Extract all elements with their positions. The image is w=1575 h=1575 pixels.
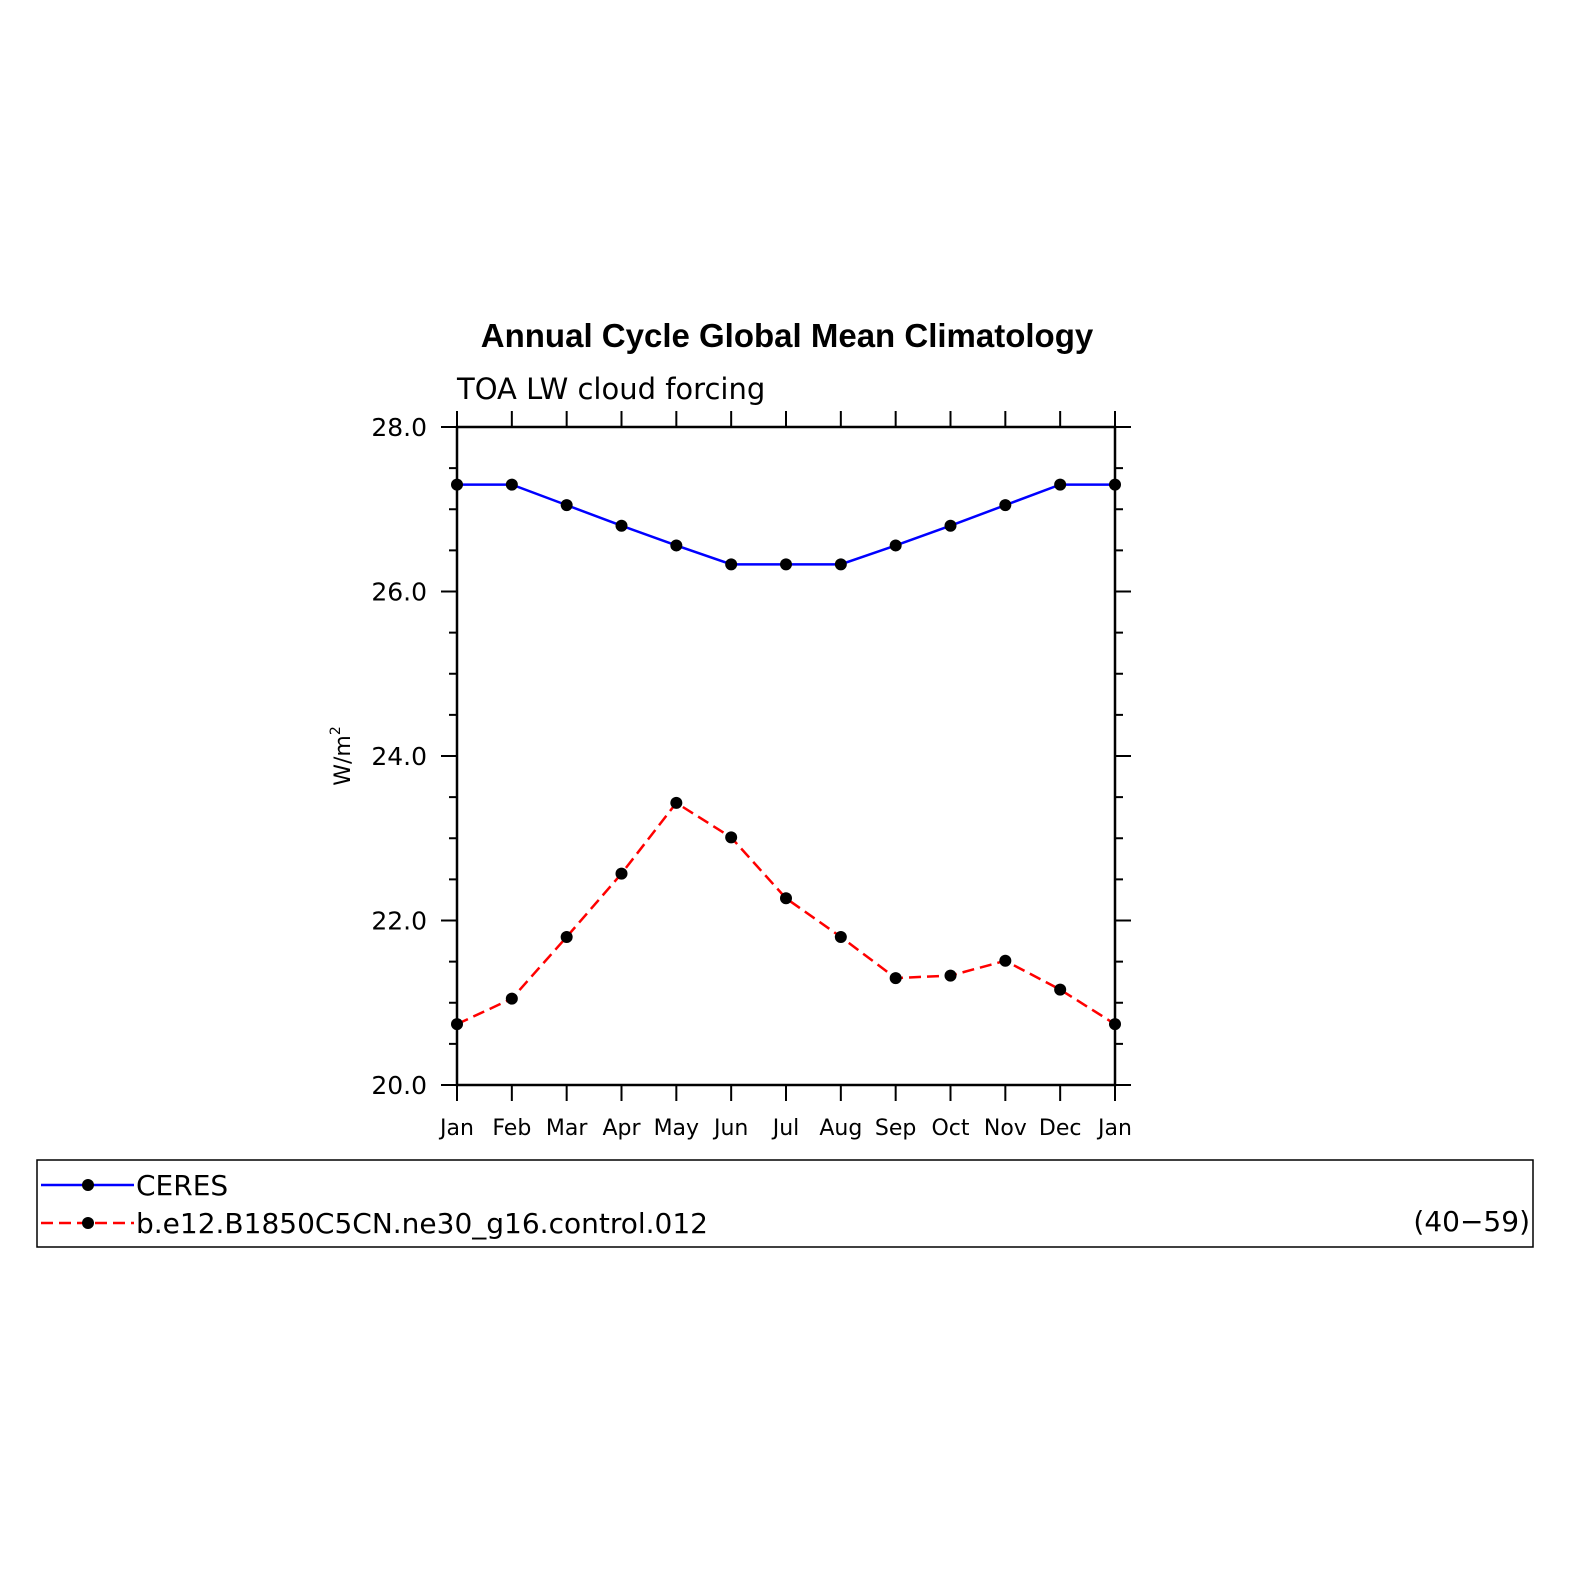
legend-items: CERES b.e12.B1850C5CN.ne30_g16.control.01… <box>41 1169 708 1240</box>
series-1-point <box>725 558 738 571</box>
axis-ticks: 20.0 22.0 24.0 26.0 28.0 Jan Feb Mar Apr May Jun Ju… <box>371 411 1132 1141</box>
series-1-point <box>999 499 1012 512</box>
legend-label-1: CERES <box>136 1169 228 1202</box>
x-tick-label: Jan <box>438 1116 474 1141</box>
series-1-point <box>615 519 628 532</box>
series-2-point <box>560 930 573 943</box>
x-tick-label: Jan <box>1096 1116 1132 1141</box>
series-2-point <box>505 992 518 1005</box>
series-2-point <box>999 954 1012 967</box>
series-2-point <box>615 867 628 880</box>
x-tick-label: Sep <box>875 1116 916 1141</box>
series-2-point <box>889 972 902 985</box>
chart-title: Annual Cycle Global Mean Climatology <box>481 317 1094 354</box>
series-1-point <box>889 539 902 552</box>
y-axis-label: W/m2 <box>328 726 356 786</box>
y-axis-label-base: W/m <box>331 735 356 786</box>
svg-text:W/m2: W/m2 <box>328 726 356 786</box>
series-2-point <box>725 831 738 844</box>
series-line-1 <box>457 483 1115 566</box>
series-2-point <box>780 892 792 905</box>
legend-label-2: b.e12.B1850C5CN.ne30_g16.control.012 <box>136 1207 708 1240</box>
x-tick-label: Aug <box>819 1116 862 1141</box>
series-1-point <box>451 478 463 491</box>
x-tick-label: Feb <box>492 1116 531 1141</box>
series-2-point <box>834 930 847 943</box>
legend-box <box>36 1159 1534 1248</box>
y-tick-label: 28.0 <box>371 413 427 442</box>
legend: CERES b.e12.B1850C5CN.ne30_g16.control.01… <box>36 1159 1534 1248</box>
series-2-point <box>451 1018 463 1031</box>
series-2-point <box>944 969 957 982</box>
series-1-point <box>944 519 957 532</box>
y-tick-label: 20.0 <box>371 1071 427 1100</box>
legend-marker-2 <box>82 1217 94 1229</box>
series-1-point <box>780 558 792 571</box>
x-tick-label: Mar <box>546 1116 588 1141</box>
y-axis-label-superscript: 2 <box>328 726 344 735</box>
series-1-point <box>1054 478 1067 491</box>
legend-note: (40−59) <box>1413 1205 1530 1238</box>
x-tick-label: Jul <box>771 1116 800 1141</box>
plot-border <box>455 425 1117 1087</box>
chart-subtitle: TOA LW cloud forcing <box>456 372 765 406</box>
y-tick-label: 24.0 <box>371 742 427 771</box>
series-1-point <box>505 478 518 491</box>
series-1-point <box>670 539 683 552</box>
legend-marker-1 <box>82 1179 94 1191</box>
y-tick-label: 22.0 <box>371 907 427 936</box>
series-1-point <box>1109 478 1121 491</box>
series-1-point <box>560 499 573 512</box>
y-tick-label: 26.0 <box>371 578 427 607</box>
x-tick-label: Dec <box>1039 1116 1082 1141</box>
series-line-2 <box>456 801 1116 1026</box>
x-tick-label: Oct <box>931 1116 969 1141</box>
series-2-point <box>1109 1018 1121 1031</box>
series-2-point <box>1054 983 1067 996</box>
series-2-point <box>670 796 683 809</box>
x-tick-label: Nov <box>984 1116 1027 1141</box>
series-1-point <box>834 558 847 571</box>
plot-frame <box>455 425 1117 1087</box>
series-layer <box>451 478 1121 1031</box>
x-tick-label: May <box>654 1116 699 1141</box>
x-tick-label: Jun <box>712 1116 748 1141</box>
x-tick-label: Apr <box>602 1116 641 1141</box>
